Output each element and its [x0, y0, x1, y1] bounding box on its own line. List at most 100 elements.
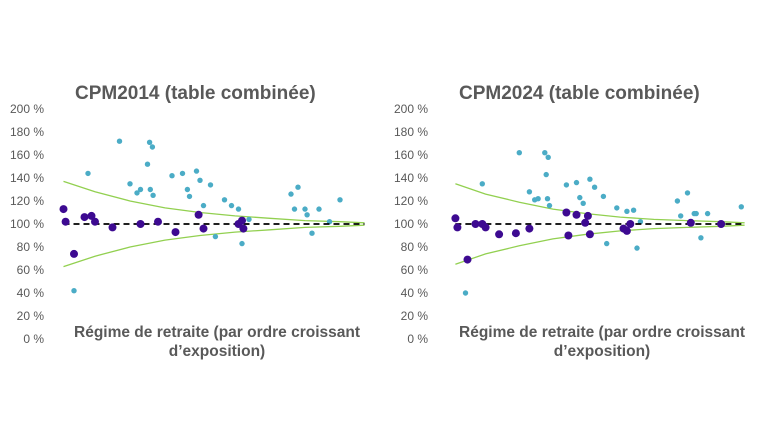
data-point-light [563, 182, 570, 188]
data-point-light [134, 190, 140, 196]
data-point-light [591, 184, 598, 190]
data-point-light [614, 205, 620, 211]
data-point-light [544, 196, 551, 202]
upper-band-curve [63, 180, 365, 224]
data-point-light [127, 181, 133, 187]
data-point-light [71, 288, 77, 294]
data-point-light [684, 190, 691, 196]
chart-cpm2014: CPM2014 (table combinée) Régime de retra… [10, 83, 365, 360]
y-tick-label: 0 % [407, 332, 428, 346]
data-point-light [200, 202, 207, 209]
data-point-light [516, 150, 522, 156]
y-tick-label: 20 % [401, 309, 429, 323]
data-point-light [144, 161, 151, 167]
chart-title: CPM2014 (table combinée) [75, 83, 316, 104]
data-point-light [179, 170, 186, 177]
data-point-light [228, 202, 235, 209]
data-point-dark [585, 230, 594, 239]
data-point-light [309, 230, 315, 236]
data-point-dark [686, 218, 695, 227]
data-point-dark [91, 217, 99, 226]
data-point-light [600, 193, 607, 200]
data-point-light [543, 171, 549, 178]
data-point-dark [572, 210, 581, 219]
data-point-light [573, 179, 580, 186]
y-tick-label: 40 % [401, 286, 429, 300]
y-tick-label: 140 % [10, 171, 44, 185]
y-tick-label: 80 % [401, 240, 429, 254]
y-tick-label: 160 % [10, 148, 44, 162]
data-point-light [116, 138, 123, 144]
chart-title: CPM2024 (table combinée) [459, 83, 700, 104]
data-point-light [146, 139, 153, 145]
data-point-light [207, 182, 214, 188]
data-point-light [580, 200, 586, 206]
data-point-light [630, 207, 637, 213]
data-point-light [462, 290, 469, 296]
data-point-light [577, 194, 583, 201]
data-point-light [479, 181, 485, 187]
lower-band-curve [455, 224, 745, 265]
data-point-dark [471, 220, 480, 228]
y-tick-label: 160 % [394, 148, 428, 162]
data-point-dark [622, 226, 631, 235]
data-point-dark [495, 230, 504, 239]
lower-band-curve [63, 224, 365, 268]
data-point-light [604, 240, 610, 247]
chart-cpm2024: CPM2024 (table combinée) Régime de retra… [394, 83, 745, 360]
x-axis-label-line-1: Régime de retraite (par ordre croissant [459, 324, 745, 341]
data-point-dark [87, 211, 96, 220]
data-point-light [85, 170, 91, 177]
data-point-light [288, 191, 294, 197]
data-point-dark [238, 216, 246, 225]
data-point-dark [525, 224, 534, 233]
data-point-dark [562, 208, 571, 217]
y-tick-label: 40 % [17, 286, 45, 300]
data-point-light [587, 176, 593, 182]
y-tick-label: 200 % [394, 102, 428, 116]
data-point-dark [239, 224, 248, 233]
data-point-dark [581, 218, 590, 227]
data-point-light [634, 245, 640, 251]
data-point-light [235, 206, 242, 212]
data-point-dark [194, 210, 203, 219]
data-point-light [738, 204, 744, 210]
data-point-light [239, 240, 245, 247]
data-point-light [674, 198, 681, 204]
data-point-dark [171, 228, 180, 237]
data-point-dark [717, 220, 726, 228]
data-point-dark [199, 224, 208, 233]
data-point-light [526, 189, 533, 195]
data-point-light [316, 206, 322, 212]
y-tick-label: 80 % [17, 240, 45, 254]
y-tick-label: 180 % [394, 125, 428, 139]
data-point-dark [453, 223, 462, 232]
data-point-dark [511, 229, 520, 238]
data-point-light [337, 197, 343, 203]
x-axis-label-line-2: d’exposition) [554, 343, 650, 360]
y-tick-label: 180 % [10, 125, 44, 139]
y-tick-label: 140 % [394, 171, 428, 185]
data-point-light [169, 173, 175, 179]
data-point-light [542, 150, 548, 156]
data-point-light [624, 208, 630, 214]
data-point-dark [70, 249, 78, 258]
data-point-dark [136, 220, 145, 228]
data-point-light [197, 177, 203, 183]
y-tick-label: 20 % [17, 309, 45, 323]
data-point-dark [583, 211, 592, 220]
data-point-light [246, 216, 252, 223]
x-axis-label-line-2: d’exposition) [169, 343, 265, 360]
y-tick-label: 60 % [17, 263, 45, 277]
y-tick-label: 60 % [401, 263, 429, 277]
data-point-dark [463, 255, 472, 264]
y-tick-label: 200 % [10, 102, 44, 116]
data-point-dark [564, 231, 573, 240]
data-point-light [221, 197, 228, 203]
data-point-light [678, 213, 684, 219]
data-point-light [193, 168, 200, 174]
data-point-light [212, 233, 219, 240]
data-point-dark [451, 214, 460, 223]
data-point-dark [154, 217, 162, 226]
